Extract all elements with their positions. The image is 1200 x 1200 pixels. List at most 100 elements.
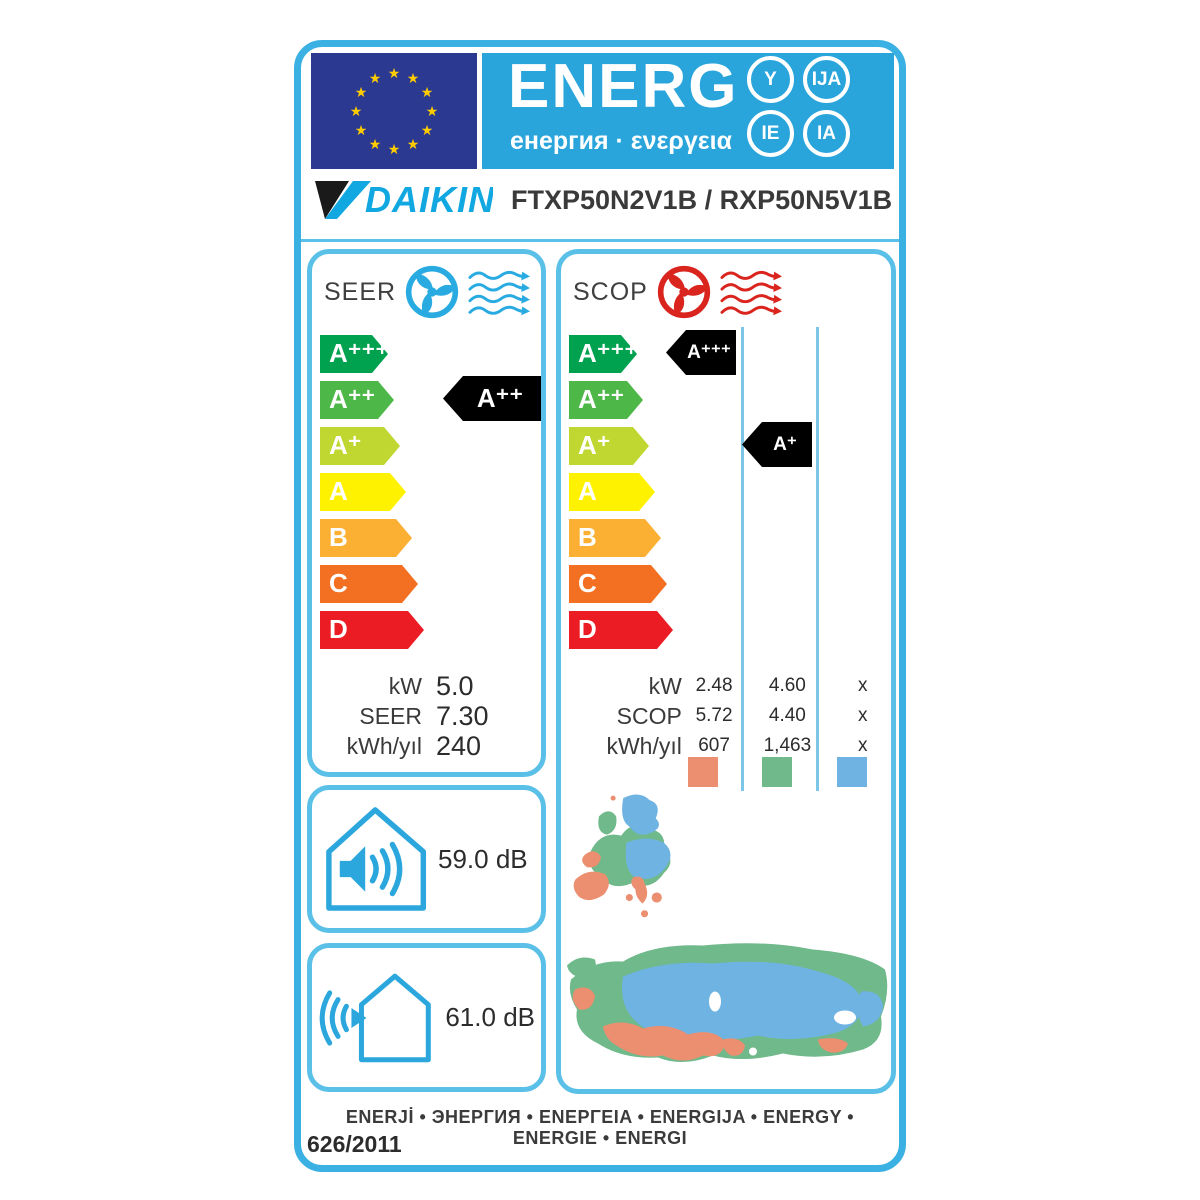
energy-label: ★ ★ ★ ★ ★ ★ ★ ★ ★ ★ ★ ★ ENERG енергия · ενεργεια…: [294, 40, 906, 1172]
scale-arrow-c: C: [569, 565, 667, 603]
svg-text:★: ★: [369, 71, 382, 87]
seer-label: SEER: [359, 702, 422, 729]
europe-climate-map: [573, 794, 671, 918]
svg-text:★: ★: [426, 104, 439, 120]
scop-label: SCOP: [616, 702, 682, 729]
scop-panel: SCOP: [556, 249, 896, 1094]
scop-panel-header: SCOP: [573, 264, 782, 320]
svg-text:★: ★: [421, 123, 434, 139]
kwh-label: kWh/yıl: [606, 732, 682, 759]
scale-arrow-a: A: [569, 473, 655, 511]
suffix-circle-ie: IE: [747, 110, 794, 157]
scop-energy-scale: A⁺⁺⁺ A⁺⁺ A⁺ A B C D: [569, 335, 673, 657]
eu-flag-icon: ★ ★ ★ ★ ★ ★ ★ ★ ★ ★ ★ ★: [311, 53, 477, 169]
scop-title: SCOP: [573, 277, 648, 306]
table-row: kWh/yıl 607 1,463 x: [561, 731, 891, 761]
scale-arrow-a3: A⁺⁺⁺: [569, 335, 637, 373]
daikin-wordmark: DAIKIN: [365, 179, 493, 220]
cooling-fan-icon: [405, 265, 459, 319]
outdoor-noise-value: 61.0 dB: [445, 1002, 535, 1033]
scale-arrow-c: C: [320, 565, 418, 603]
suffix-circle-ija: IJA: [803, 56, 850, 103]
scop-values-table: kW 2.48 4.60 x SCOP 5.72 4.40 x kWh/yıl …: [561, 671, 891, 761]
scop-rating-arrow-warm: A⁺⁺⁺: [666, 330, 736, 375]
svg-text:★: ★: [407, 71, 420, 87]
scale-arrow-a1: A⁺: [320, 427, 400, 465]
kwh-cold: x: [857, 735, 868, 756]
table-row: SCOP 5.72 4.40 x: [561, 701, 891, 731]
scale-arrow-d: D: [320, 611, 424, 649]
cool-air-waves-icon: [468, 270, 531, 316]
seer-panel: SEER: [307, 249, 546, 777]
eu-stars-icon: ★ ★★ ★★★ ★★★ ★★★: [350, 66, 439, 158]
warm-air-waves-icon: [720, 270, 782, 316]
table-row: kW 5.0: [312, 671, 541, 701]
table-row: kW 2.48 4.60 x: [561, 671, 891, 701]
scop-warm: 5.72: [695, 705, 733, 726]
kw-label: kW: [648, 672, 682, 699]
scale-arrow-b: B: [320, 519, 412, 557]
svg-text:★: ★: [421, 85, 434, 101]
kwh-warm: 607: [698, 735, 730, 756]
seer-panel-header: SEER: [324, 264, 531, 320]
kw-cold: x: [857, 675, 868, 696]
seer-values-table: kW 5.0 SEER 7.30 kWh/yıl 240: [312, 671, 541, 761]
scale-arrow-a1: A⁺: [569, 427, 649, 465]
kwh-label: kWh/yıl: [346, 732, 422, 759]
daikin-logo: DAIKIN: [315, 179, 493, 220]
seer-energy-scale: A⁺⁺⁺ A⁺⁺ A⁺ A B C D: [320, 335, 424, 657]
svg-text:★: ★: [350, 104, 363, 120]
warm-zone-swatch: [688, 757, 718, 787]
energ-wordmark: ENERG: [508, 52, 739, 121]
heating-fan-icon: [657, 265, 710, 319]
outdoor-db-number: 61.0: [445, 1002, 496, 1032]
table-row: SEER 7.30: [312, 701, 541, 731]
kwh-value: 240: [436, 730, 482, 761]
header-divider: [301, 239, 899, 242]
indoor-db-unit: dB: [495, 843, 528, 874]
outdoor-noise-icon: [319, 973, 431, 1062]
seer-value: 7.30: [436, 700, 489, 731]
outdoor-noise-box: 61.0 dB: [307, 943, 546, 1092]
kw-label: kW: [388, 672, 422, 699]
climate-zone-divider-2: [816, 327, 819, 791]
regulation-number: 626/2011: [307, 1131, 402, 1157]
model-number: FTXP50N2V1B / RXP50N5V1B: [511, 184, 893, 215]
svg-text:★: ★: [355, 123, 368, 139]
scale-arrow-a2: A⁺⁺: [320, 381, 394, 419]
energ-suffix-circles: Y IJA IE IA: [747, 56, 850, 157]
kwh-average: 1,463: [763, 735, 812, 756]
svg-text:★: ★: [388, 66, 401, 82]
climate-zone-divider-1: [741, 327, 744, 791]
indoor-noise-box: 59.0 dB: [307, 785, 546, 933]
scop-rating-arrow-average: A⁺: [742, 422, 812, 467]
table-row: kWh/yıl 240: [312, 731, 541, 761]
scale-arrow-d: D: [569, 611, 673, 649]
svg-text:★: ★: [369, 137, 382, 153]
scale-arrow-a2: A⁺⁺: [569, 381, 643, 419]
indoor-db-number: 59.0: [438, 843, 489, 874]
brand-row: DAIKIN FTXP50N2V1B / RXP50N5V1B: [313, 177, 892, 223]
seer-title: SEER: [324, 277, 397, 306]
energ-subtitle: енергия · ενεργεια: [510, 127, 732, 155]
climate-zone-legend: [561, 757, 891, 787]
energy-words: ENERJİ • ЭНЕРГИЯ • ENEPΓEIA • ENERGIJA •…: [345, 1107, 855, 1148]
turkey-climate-map: [567, 943, 888, 1063]
suffix-circle-y: Y: [747, 56, 794, 103]
suffix-circle-ia: IA: [803, 110, 850, 157]
cold-zone-swatch: [837, 757, 867, 787]
kw-value: 5.0: [436, 670, 474, 701]
scale-arrow-a3: A⁺⁺⁺: [320, 335, 388, 373]
svg-text:★: ★: [407, 137, 420, 153]
indoor-noise-icon: [326, 807, 427, 911]
svg-text:★: ★: [388, 142, 401, 158]
kw-warm: 2.48: [695, 675, 733, 696]
scale-arrow-b: B: [569, 519, 661, 557]
scop-average: 4.40: [768, 705, 806, 726]
scale-arrow-a: A: [320, 473, 406, 511]
average-zone-swatch: [762, 757, 792, 787]
seer-rating-arrow: A⁺⁺: [443, 376, 541, 421]
energ-header-band: ENERG енергия · ενεργεια Y IJA IE IA: [482, 52, 894, 169]
kw-average: 4.60: [768, 675, 806, 696]
